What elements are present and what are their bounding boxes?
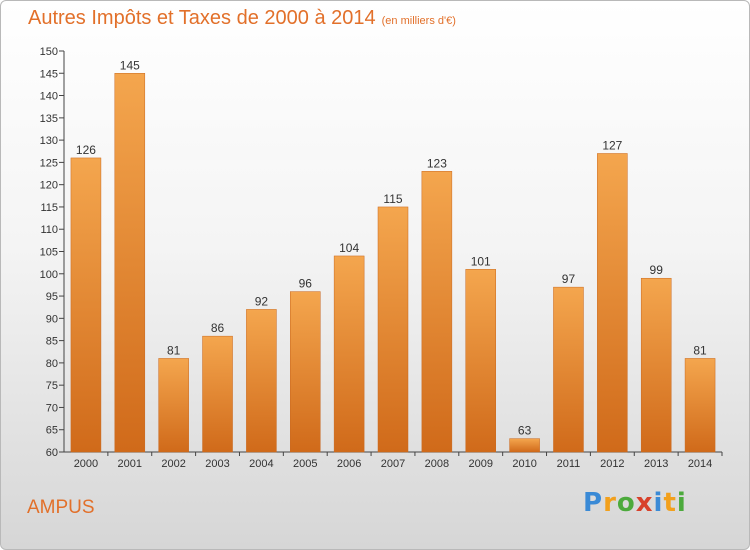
bar	[114, 73, 146, 453]
x-tick-label: 2010	[512, 458, 536, 470]
logo-letter: x	[635, 488, 654, 518]
bar	[158, 358, 189, 453]
y-tick-label: 105	[40, 247, 58, 259]
y-tick-label: 130	[40, 135, 58, 147]
logo-letter: o	[616, 488, 636, 518]
x-tick-label: 2014	[688, 458, 712, 470]
x-tick-label: 2003	[205, 458, 229, 470]
x-tick-label: 2001	[118, 458, 142, 470]
x-tick-label: 2002	[161, 458, 185, 470]
x-tick-label: 2006	[337, 458, 361, 470]
bar-value-label: 101	[471, 254, 491, 268]
x-tick-label: 2012	[600, 458, 624, 470]
bar-value-label: 96	[299, 277, 313, 291]
logo-letter: t	[663, 488, 677, 518]
logo-letter: i	[653, 488, 664, 518]
logo-letter: r	[603, 488, 617, 518]
bar-value-label: 145	[120, 58, 140, 72]
chart-unit: (en milliers d'€)	[381, 15, 456, 27]
x-tick-label: 2007	[381, 458, 405, 470]
bar-value-label: 97	[562, 272, 576, 286]
bar	[640, 277, 672, 453]
bar-value-label: 92	[255, 294, 269, 308]
proxiti-logo: Proxiti	[583, 488, 687, 518]
y-tick-label: 145	[40, 68, 58, 80]
y-tick-label: 125	[40, 157, 58, 169]
chart-title: Autres Impôts et Taxes de 2000 à 2014 (en…	[28, 7, 456, 30]
y-tick-label: 60	[46, 447, 58, 459]
bar-value-label: 127	[602, 138, 622, 152]
bar	[684, 358, 716, 453]
y-tick-label: 115	[40, 202, 58, 214]
bar	[202, 335, 233, 453]
y-tick-label: 150	[40, 46, 58, 58]
logo-letter: P	[583, 488, 604, 518]
bar	[333, 255, 365, 453]
x-tick-label: 2008	[425, 458, 449, 470]
bar-value-label: 99	[650, 263, 664, 277]
logo-letter: i	[676, 488, 687, 518]
bar-value-label: 115	[383, 192, 402, 206]
bar	[70, 157, 102, 453]
y-tick-label: 80	[46, 358, 58, 370]
bar-value-label: 126	[76, 143, 96, 157]
x-tick-label: 2004	[249, 458, 273, 470]
y-tick-label: 90	[46, 313, 58, 325]
y-tick-label: 95	[46, 291, 58, 303]
x-tick-label: 2009	[468, 458, 492, 470]
bar	[597, 153, 628, 453]
commune-name: AMPUS	[27, 497, 95, 518]
x-tick-label: 2011	[557, 458, 581, 470]
bar	[421, 171, 453, 453]
bar	[246, 309, 277, 453]
bar	[377, 206, 409, 453]
bar-value-label: 104	[339, 241, 359, 255]
y-tick-label: 70	[46, 402, 58, 414]
y-tick-label: 85	[46, 336, 58, 348]
chart-title-text: Autres Impôts et Taxes de 2000 à 2014	[28, 7, 376, 29]
x-tick-label: 2000	[74, 458, 98, 470]
y-tick-label: 65	[46, 425, 58, 437]
bar-value-label: 86	[211, 321, 225, 335]
y-tick-label: 140	[40, 91, 58, 103]
y-tick-label: 120	[40, 180, 58, 192]
bar-value-label: 123	[427, 156, 447, 170]
bar-value-label: 81	[693, 343, 707, 357]
x-tick-label: 2013	[644, 458, 668, 470]
bar	[509, 438, 540, 453]
bar-value-label: 63	[518, 424, 532, 438]
y-tick-label: 110	[40, 224, 58, 236]
bar	[465, 269, 496, 453]
y-tick-label: 100	[40, 269, 58, 281]
x-tick-label: 2005	[293, 458, 317, 470]
bar	[553, 286, 584, 453]
y-tick-label: 135	[40, 113, 58, 125]
y-tick-label: 75	[46, 380, 58, 392]
bar-value-label: 81	[167, 343, 181, 357]
bar	[290, 291, 321, 453]
